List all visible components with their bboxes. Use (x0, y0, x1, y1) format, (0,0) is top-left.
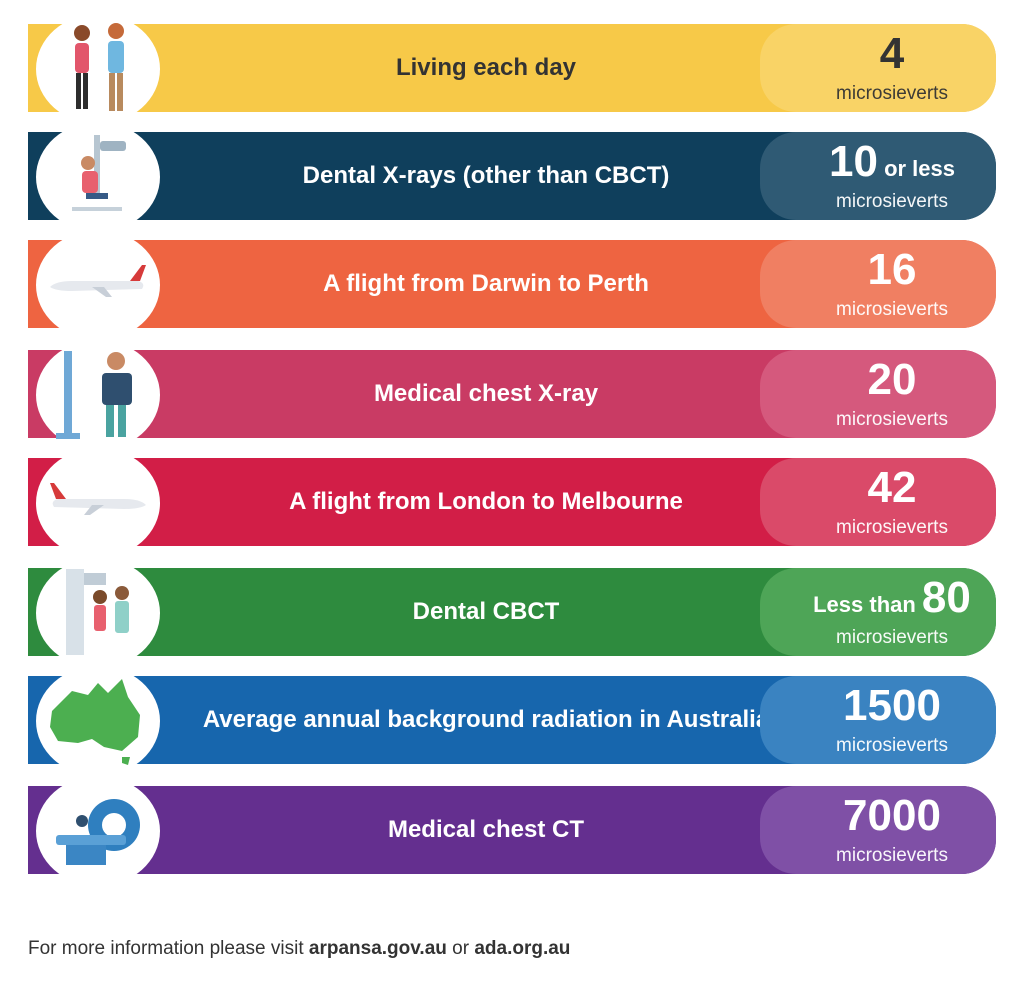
airplane-icon (36, 448, 160, 558)
value-box (760, 676, 996, 764)
row-dental-cbct: Dental CBCT Less than 80 microsieverts (28, 568, 996, 656)
row-value: 4 microsieverts (788, 32, 996, 105)
arpansa-link[interactable]: arpansa.gov.au (308, 938, 447, 959)
ada-link[interactable]: ada.org.au (474, 938, 571, 959)
footer-info: For more information please visit arpans… (28, 938, 570, 960)
value-box (760, 458, 996, 546)
footer-prefix: For more information please visit (28, 938, 309, 959)
value-box (760, 568, 996, 656)
dental-cbct-icon (36, 558, 160, 668)
ct-scanner-icon (36, 776, 160, 886)
row-label: A flight from London to Melbourne (289, 488, 683, 515)
dose-unit: microsieverts (836, 517, 948, 538)
row-label: A flight from Darwin to Perth (323, 270, 649, 297)
airplane-icon (36, 230, 160, 340)
dose-unit: microsieverts (836, 845, 948, 866)
value-box (760, 240, 996, 328)
footer-middle: or (446, 938, 475, 959)
row-label: Average annual background radiation in A… (202, 706, 770, 733)
row-medical-chest-xray: Medical chest X-ray 20 microsieverts (28, 350, 996, 438)
row-background-radiation: Average annual background radiation in A… (28, 676, 996, 764)
value-box (760, 132, 996, 220)
row-label: Living each day (395, 54, 577, 81)
row-value: 1500 microsieverts (788, 684, 996, 757)
dose-number: 4 (879, 29, 905, 78)
dose-number: 42 (867, 463, 917, 512)
row-label: Dental X-rays (other than CBCT) (302, 162, 670, 189)
row-label: Medical chest X-ray (373, 380, 599, 407)
row-flight-darwin-perth: A flight from Darwin to Perth 16 microsi… (28, 240, 996, 328)
dose-number: 20 (867, 355, 917, 404)
dose-unit: microsieverts (836, 409, 948, 430)
dose-unit: microsieverts (836, 627, 948, 648)
people-icon (36, 14, 160, 124)
dose-unit: microsieverts (836, 735, 948, 756)
dose-number: 16 (867, 245, 917, 294)
dose-number: 7000 (843, 791, 941, 840)
dose-number: 80 (921, 573, 971, 622)
row-value: Less than 80 microsieverts (788, 576, 996, 649)
row-label: Dental CBCT (412, 598, 560, 625)
row-value: 42 microsieverts (788, 466, 996, 539)
row-value: 10 or less microsieverts (788, 140, 996, 213)
dental-xray-chair-icon (36, 122, 160, 232)
dose-number: 1500 (843, 681, 941, 730)
value-box (760, 786, 996, 874)
row-value: 20 microsieverts (788, 358, 996, 431)
row-living-each-day: Living each day 4 microsieverts (28, 24, 996, 112)
row-value: 16 microsieverts (788, 248, 996, 321)
row-medical-chest-ct: Medical chest CT 7000 microsieverts (28, 786, 996, 874)
dose-number: 10 (829, 137, 878, 186)
dose-unit: microsieverts (836, 191, 948, 212)
value-box (760, 24, 996, 112)
dose-unit: microsieverts (836, 83, 948, 104)
row-dental-xrays: Dental X-rays (other than CBCT) 10 or le… (28, 132, 996, 220)
dose-unit: microsieverts (836, 299, 948, 320)
value-box (760, 350, 996, 438)
row-label: Medical chest CT (387, 816, 585, 843)
australia-map-icon (36, 666, 160, 776)
chest-xray-icon (36, 340, 160, 450)
row-value: 7000 microsieverts (788, 794, 996, 867)
row-flight-london-melbourne: A flight from London to Melbourne 42 mic… (28, 458, 996, 546)
